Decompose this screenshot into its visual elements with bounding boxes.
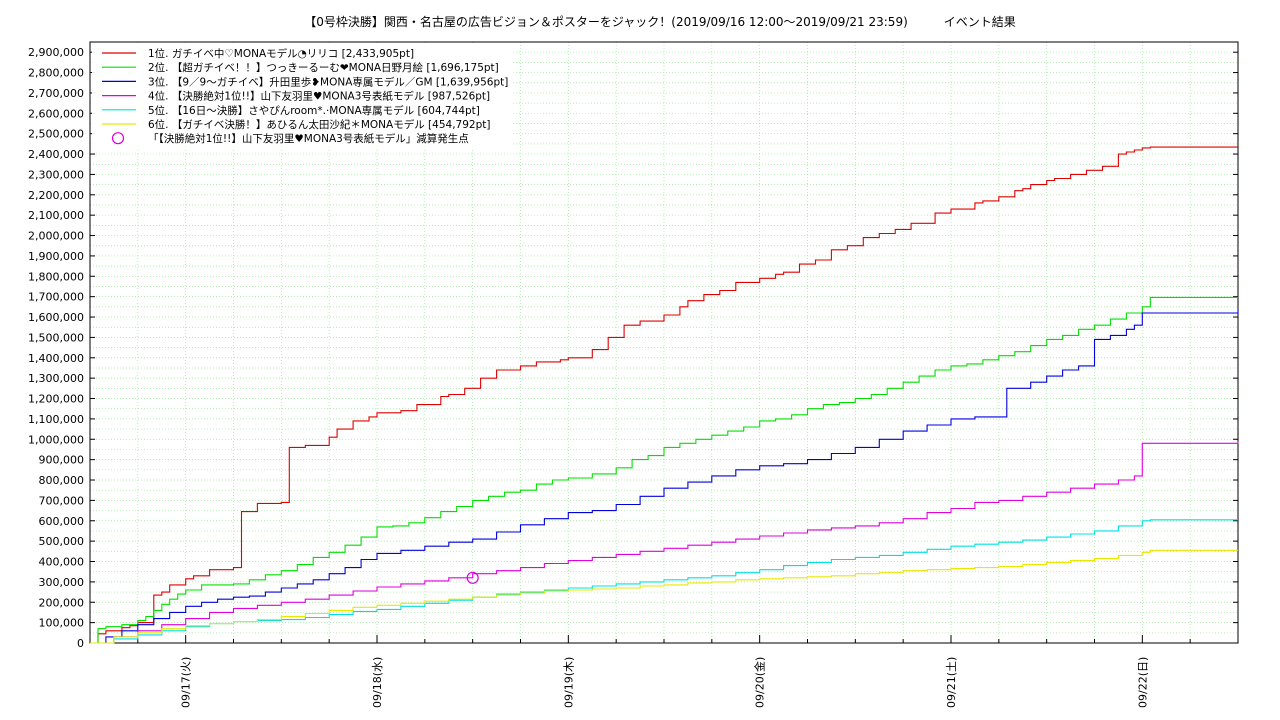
y-tick-label: 1,500,000	[28, 331, 84, 344]
annotation-marker-group	[466, 571, 479, 584]
x-tick-label: 09/21(土)	[945, 657, 958, 708]
x-tick-label: 09/22(日)	[1136, 657, 1149, 708]
y-tick-label: 2,800,000	[28, 67, 84, 80]
series-line-3	[90, 308, 1239, 644]
legend-label: 6位. 【ガチイベ決勝！】あひるん太田沙紀＊MONAモデル [454,792pt…	[148, 118, 490, 131]
legend-box	[92, 44, 512, 150]
y-tick-label: 200,000	[39, 596, 85, 609]
series-line-2	[90, 296, 1238, 644]
y-tick-label: 800,000	[39, 474, 85, 487]
y-tick-label: 1,000,000	[28, 433, 84, 446]
y-tick-label: 1,900,000	[28, 250, 84, 263]
series-line-1	[90, 146, 1238, 644]
y-tick-label: 1,700,000	[28, 291, 84, 304]
y-tick-label: 1,400,000	[28, 352, 84, 365]
legend-label: 3位. 【9／9〜ガチイベ】升田里歩❥MONA専属モデル／GM [1,639,9…	[148, 75, 508, 88]
y-tick-label: 1,800,000	[28, 270, 84, 283]
chart-title: 【0号枠決勝】関西・名古屋の広告ビジョン＆ポスターをジャック！(2019/09/…	[304, 14, 1016, 29]
series-line-5	[90, 519, 1238, 644]
y-tick-label: 400,000	[39, 556, 85, 569]
annotation-marker	[466, 571, 479, 584]
x-tick-label: 09/18(水)	[371, 657, 384, 708]
y-tick-label: 500,000	[39, 535, 85, 548]
legend-label: 1位. ガチイベ中♡MONAモデル◔リリコ [2,433,905pt]	[148, 47, 414, 60]
y-tick-label: 100,000	[39, 617, 85, 630]
y-tick-label: 2,000,000	[28, 230, 84, 243]
y-tick-label: 2,900,000	[28, 46, 84, 59]
y-tick-label: 1,600,000	[28, 311, 84, 324]
y-tick-label: 900,000	[39, 454, 85, 467]
x-tick-label: 09/17(火)	[180, 657, 193, 708]
y-tick-label: 1,200,000	[28, 393, 84, 406]
series-lines	[90, 146, 1239, 644]
y-tick-label: 2,600,000	[28, 107, 84, 120]
y-tick-label: 2,500,000	[28, 128, 84, 141]
y-tick-label: 300,000	[39, 576, 85, 589]
x-axis: 09/17(火) 09/18(水) 09/19(木) 09/20(金) 09/21(土)…	[89, 635, 1239, 708]
legend-label: 5位. 【16日〜決勝】さやぴんroom*.·MONA専属モデル [604,74…	[148, 104, 480, 117]
legend-annotation-label: 「【決勝絶対1位!!】山下友羽里♥MONA3号表紙モデル」減算発生点	[148, 132, 469, 145]
x-tick-label: 09/20(金)	[753, 657, 767, 708]
y-tick-label: 2,400,000	[28, 148, 84, 161]
y-tick-label: 2,700,000	[28, 87, 84, 100]
legend-annotation-marker	[111, 132, 125, 145]
legend: 1位. ガチイベ中♡MONAモデル◔リリコ [2,433,905pt]2位. 【…	[92, 44, 512, 150]
x-tick-label: 09/19(木)	[562, 657, 575, 708]
legend-label: 4位. 【決勝絶対1位!!】山下友羽里♥MONA3号表紙モデル [987,526…	[148, 90, 490, 103]
legend-label: 2位. 【超ガチイベ！！】つっきーるーむ❤MONA日野月絵 [1,696,175…	[148, 61, 499, 74]
series-line-6	[90, 549, 1238, 644]
series-line-4	[90, 441, 1239, 644]
y-tick-label: 1,100,000	[28, 413, 84, 426]
y-tick-label: 2,100,000	[28, 209, 84, 222]
y-tick-label: 600,000	[39, 515, 85, 528]
y-tick-label: 2,200,000	[28, 189, 84, 202]
y-tick-label: 0	[77, 637, 84, 650]
y-axis: 0 100,000 200,000 300,000 400,000 500,000 600,…	[28, 46, 1238, 650]
y-tick-label: 1,300,000	[28, 372, 84, 385]
y-tick-label: 2,300,000	[28, 168, 84, 181]
y-tick-label: 700,000	[39, 494, 85, 507]
